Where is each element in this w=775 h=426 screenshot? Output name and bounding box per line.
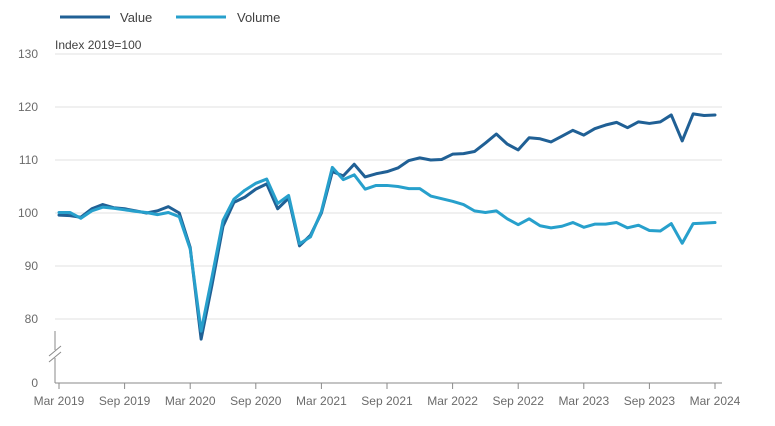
x-tick-label-8: Mar 2023 <box>558 394 609 408</box>
x-tick-label-9: Sep 2023 <box>624 394 676 408</box>
x-tick-label-6: Mar 2022 <box>427 394 478 408</box>
legend-item-volume: Volume <box>176 10 280 25</box>
x-tick-label-1: Sep 2019 <box>99 394 151 408</box>
y-tick-label-110: 110 <box>19 153 38 167</box>
legend: Value Volume <box>60 10 280 25</box>
x-tick-label-4: Mar 2021 <box>296 394 347 408</box>
y-tick-label-120: 120 <box>18 100 38 114</box>
series-lines <box>57 112 717 341</box>
series-line-volume <box>57 165 717 333</box>
x-tick-label-7: Sep 2022 <box>493 394 545 408</box>
y-axis-title: Index 2019=100 <box>55 38 142 52</box>
series-line-value <box>57 112 717 341</box>
axis-break-marker <box>48 345 62 363</box>
x-tick-label-0: Mar 2019 <box>34 394 85 408</box>
y-tick-label-80: 80 <box>25 312 39 326</box>
y-tick-label-100: 100 <box>18 206 38 220</box>
y-tick-label-90: 90 <box>25 259 39 273</box>
x-tick-label-3: Sep 2020 <box>230 394 282 408</box>
y-tick-label-130: 130 <box>18 47 38 61</box>
legend-label-volume: Volume <box>237 10 280 25</box>
x-tick-label-10: Mar 2024 <box>690 394 741 408</box>
x-tick-label-2: Mar 2020 <box>165 394 216 408</box>
legend-item-value: Value <box>60 10 152 25</box>
legend-label-value: Value <box>120 10 152 25</box>
x-tick-label-5: Sep 2021 <box>361 394 413 408</box>
axes: 0 80 90 100 110 120 130 Mar 2019 Sep 2019 Mar 202… <box>18 47 741 408</box>
y-tick-label-0: 0 <box>31 376 38 390</box>
